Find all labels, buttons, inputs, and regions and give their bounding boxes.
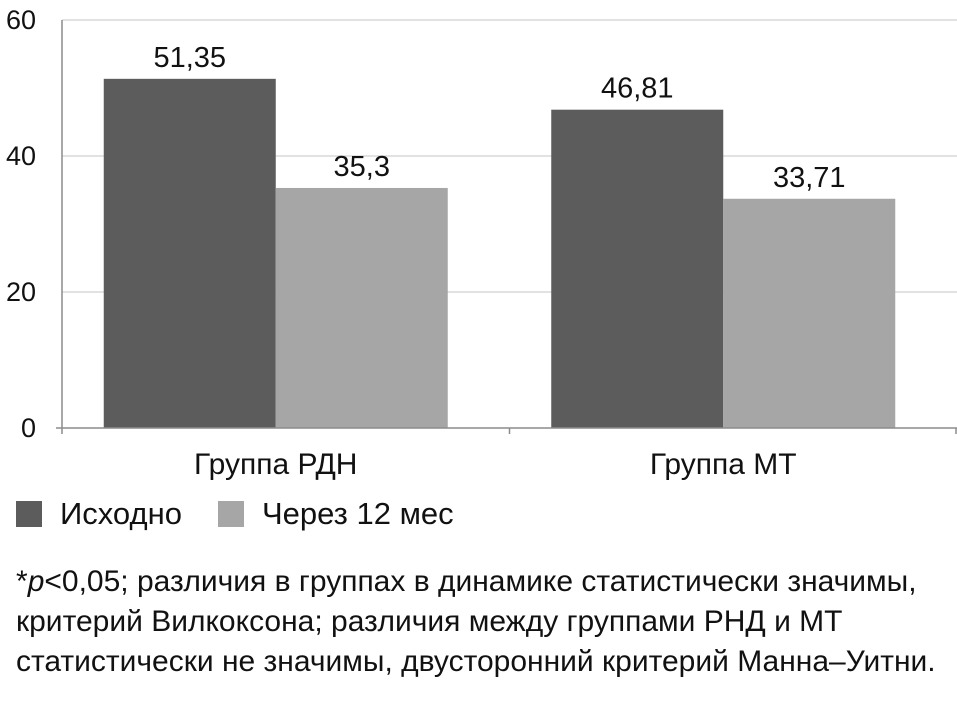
data-label-0-1: 35,3 bbox=[334, 151, 390, 183]
legend-swatch-baseline bbox=[16, 501, 42, 527]
labels: 0 20 40 60 51,35 35,3 Группа РДН 46,81 33,71 Груп… bbox=[6, 5, 846, 480]
bar-1-0 bbox=[551, 109, 724, 428]
category-label-1: Группа МТ bbox=[650, 448, 797, 480]
y-tick-label-60: 60 bbox=[6, 5, 36, 35]
y-tick-label-20: 20 bbox=[6, 277, 36, 307]
footnote-p-symbol: p bbox=[27, 565, 45, 598]
legend-label-12-months: Через 12 мес bbox=[261, 496, 454, 531]
legend-item-12-months: Через 12 мес bbox=[217, 496, 454, 532]
legend-item-baseline: Исходно bbox=[16, 496, 182, 532]
category-label-0: Группа РДН bbox=[194, 448, 357, 480]
bar-1-1 bbox=[723, 198, 896, 428]
legend-label-baseline: Исходно bbox=[60, 496, 182, 531]
bar-0-0 bbox=[103, 78, 276, 428]
y-tick-label-0: 0 bbox=[21, 413, 36, 443]
data-label-1-0: 46,81 bbox=[601, 73, 674, 105]
bar-chart: 0 20 40 60 51,35 35,3 Группа РДН 46,81 33,71 Груп… bbox=[6, 5, 957, 480]
footnote: *p<0,05; различия в группах в динамике с… bbox=[16, 562, 946, 682]
bar-0-1 bbox=[275, 187, 448, 428]
footnote-text: <0,05; различия в группах в динамике ста… bbox=[16, 565, 936, 678]
footnote-prefix: * bbox=[16, 565, 28, 598]
data-label-1-1: 33,71 bbox=[773, 162, 846, 194]
legend-swatch-12-months bbox=[217, 501, 244, 527]
y-tick-label-40: 40 bbox=[6, 141, 36, 171]
bars bbox=[103, 78, 896, 428]
legend: Исходно Через 12 мес bbox=[16, 496, 490, 532]
axes bbox=[56, 20, 957, 434]
data-label-0-0: 51,35 bbox=[153, 42, 226, 74]
